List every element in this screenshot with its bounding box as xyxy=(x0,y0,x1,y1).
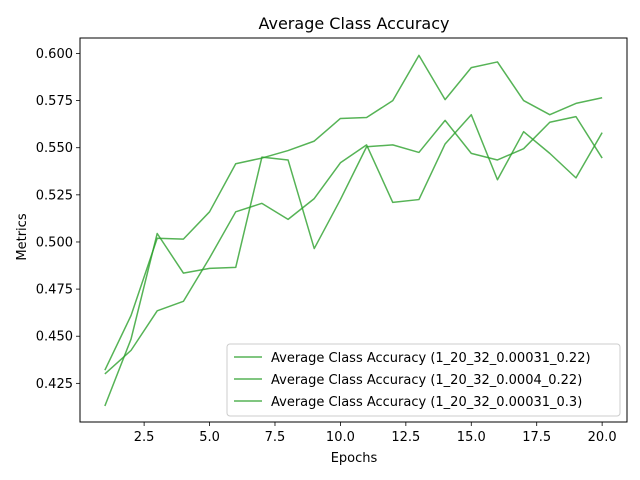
y-tick-label: 0.475 xyxy=(36,283,73,298)
y-tick-label: 0.575 xyxy=(36,94,73,109)
y-tick-label: 0.500 xyxy=(36,235,73,250)
series-line-1 xyxy=(104,54,603,371)
x-tick-label: 5.0 xyxy=(199,430,220,445)
x-tick-label: 7.5 xyxy=(265,430,286,445)
series-line-2 xyxy=(104,115,603,407)
x-tick-label: 20.0 xyxy=(588,430,617,445)
x-tick-label: 15.0 xyxy=(457,430,486,445)
x-tick-label: 12.5 xyxy=(391,430,420,445)
y-tick-label: 0.425 xyxy=(36,377,73,392)
y-tick-label: 0.550 xyxy=(36,141,73,156)
y-tick-label: 0.450 xyxy=(36,330,73,345)
legend-label-2: Average Class Accuracy (1_20_32_0.0004_0… xyxy=(271,373,582,388)
x-tick-label: 17.5 xyxy=(522,430,551,445)
y-axis-label: Metrics xyxy=(15,213,30,260)
legend-box xyxy=(226,343,621,417)
plot-frame xyxy=(79,37,628,423)
x-tick-label: 10.0 xyxy=(326,430,355,445)
series-line-3 xyxy=(104,113,603,375)
legend-label-1: Average Class Accuracy (1_20_32_0.00031_… xyxy=(271,351,591,366)
legend-label-3: Average Class Accuracy (1_20_32_0.00031_… xyxy=(271,395,582,410)
chart-title: Average Class Accuracy xyxy=(258,14,449,33)
x-tick-label: 2.5 xyxy=(134,430,155,445)
y-tick-label: 0.525 xyxy=(36,188,73,203)
x-axis-label: Epochs xyxy=(331,451,378,466)
legend: Average Class Accuracy (1_20_32_0.00031_… xyxy=(226,343,621,417)
y-tick-label: 0.600 xyxy=(36,47,73,62)
